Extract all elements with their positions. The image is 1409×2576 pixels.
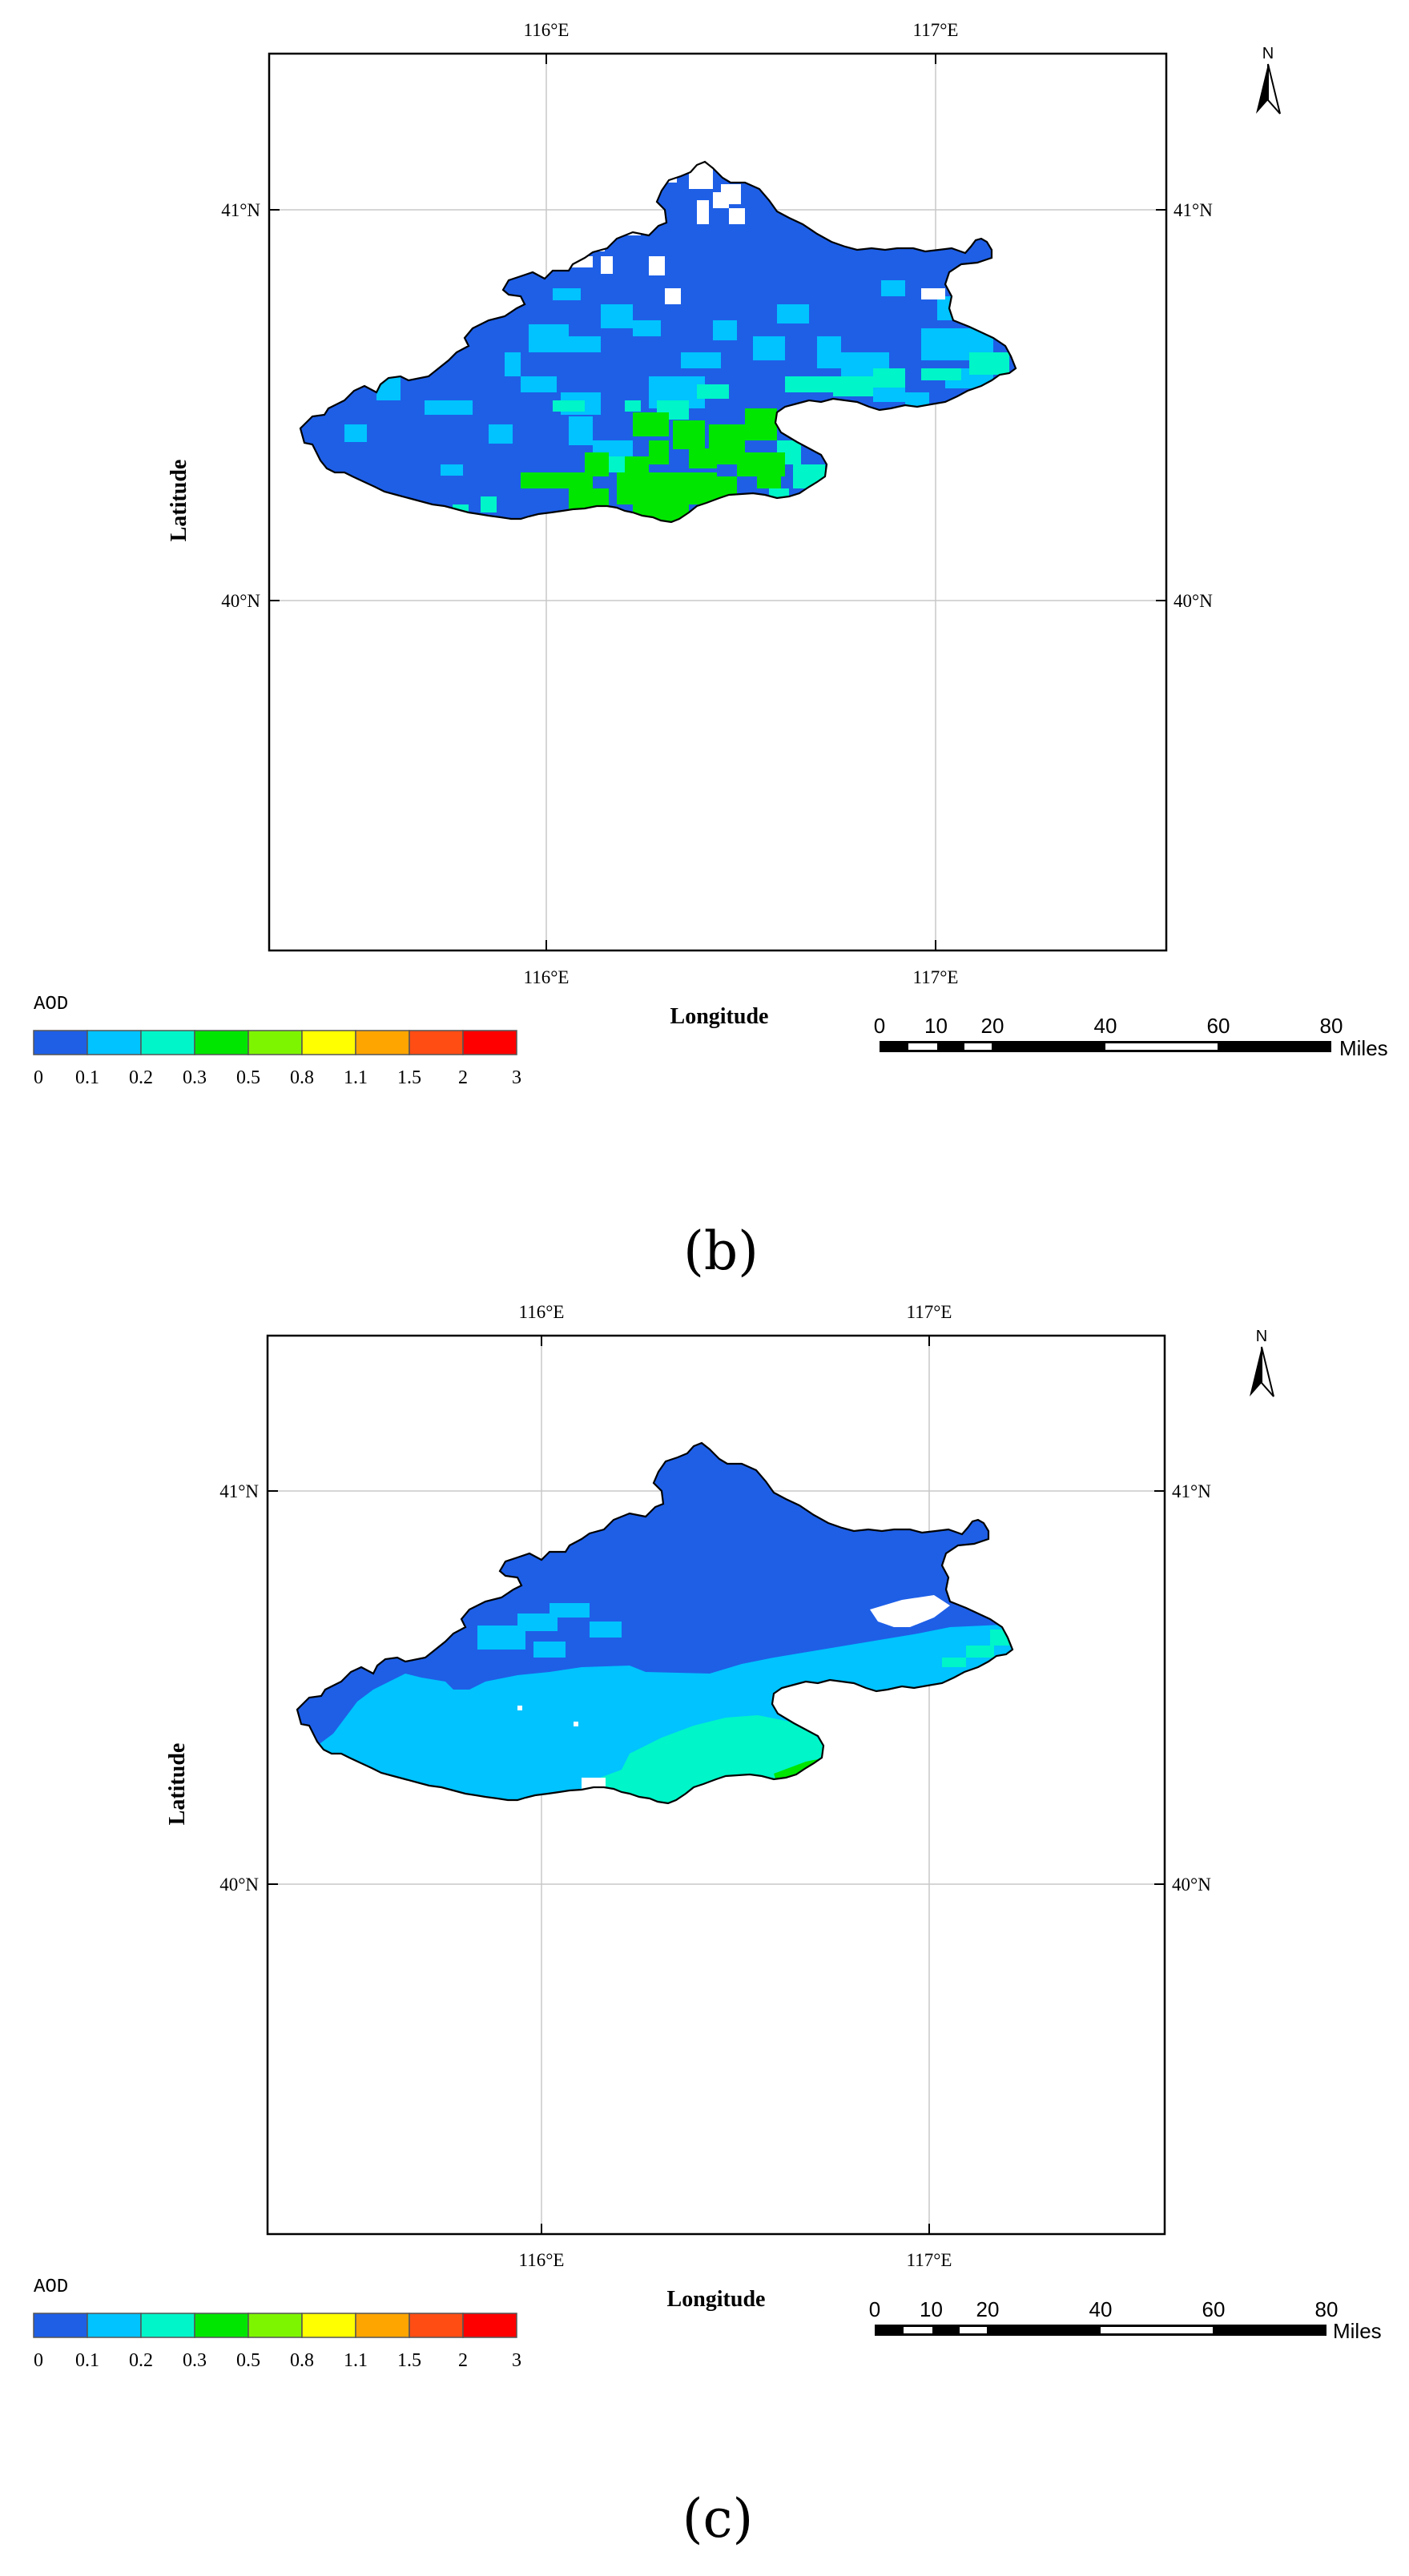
legend-break-label: 0.1: [75, 2350, 99, 2371]
y-tick-left-1: 41°N: [219, 1481, 259, 1501]
north-arrow-b: N: [1256, 45, 1281, 115]
scale-bar-label: 60: [1207, 1014, 1230, 1038]
legend-break-label: 0: [34, 2350, 43, 2371]
scale-bar-label: 40: [1094, 1014, 1117, 1038]
legend-labels-c: 0 0.1 0.2 0.3 0.5 0.8 1.1 1.5 2 3: [34, 2350, 521, 2371]
x-tick-top-2: 117°E: [913, 20, 959, 40]
x-tick-bottom-1: 116°E: [524, 967, 570, 987]
x-tick-top-1: 116°E: [519, 1302, 565, 1322]
legend-swatch: [194, 2313, 249, 2338]
y-tick-right-1: 41°N: [1173, 200, 1213, 220]
legend-break-label: 1.1: [344, 2350, 368, 2371]
legend-swatch: [248, 1030, 303, 1055]
scale-bar-label: 20: [976, 2297, 1000, 2321]
y-tick-right-1: 41°N: [1172, 1481, 1211, 1501]
panel-b: 116°E 117°E 116°E 117°E 41°N 40°N 41°N 4…: [33, 20, 1388, 1282]
scale-unit-c: Miles: [1333, 2319, 1382, 2343]
scale-bar-label: 0: [869, 2297, 880, 2321]
x-tick-bottom-1: 116°E: [519, 2250, 565, 2270]
y-tick-left-2: 40°N: [221, 591, 260, 611]
scale-bar-b: 0 10 20 40 60 80 Miles: [874, 1014, 1388, 1060]
legend-break-label: 0.5: [236, 1067, 260, 1088]
legend-swatch: [462, 2313, 517, 2338]
x-tick-top-1: 116°E: [524, 20, 570, 40]
legend-swatch: [87, 1030, 142, 1055]
legend-break-label: 2: [458, 1067, 468, 1088]
north-label-b: N: [1262, 45, 1274, 62]
scale-bar-label: 80: [1315, 2297, 1339, 2321]
legend-swatch: [194, 1030, 249, 1055]
legend-swatch: [462, 1030, 517, 1055]
scale-bar-label: 80: [1320, 1014, 1343, 1038]
legend-break-label: 3: [512, 1067, 521, 1088]
legend-break-label: 0.8: [290, 1067, 314, 1088]
legend-swatch: [140, 1030, 195, 1055]
legend-break-label: 0: [34, 1067, 43, 1088]
legend-break-label: 0.3: [183, 2350, 207, 2371]
y-axis-title-c: Latitude: [165, 1743, 190, 1826]
legend-swatch: [409, 1030, 464, 1055]
x-tick-top-2: 117°E: [907, 1302, 952, 1322]
y-tick-right-2: 40°N: [1172, 1875, 1211, 1895]
scale-bar-label: 40: [1089, 2297, 1113, 2321]
y-tick-left-2: 40°N: [219, 1875, 259, 1895]
scale-bar-label: 10: [924, 1014, 948, 1038]
legend-break-label: 0.2: [129, 1067, 153, 1088]
panel-c: 116°E 117°E 116°E 117°E 41°N 40°N 41°N 4…: [33, 1302, 1382, 2550]
legend-swatch: [301, 1030, 356, 1055]
scale-bar-label: 0: [874, 1014, 885, 1038]
legend-swatch: [301, 2313, 356, 2338]
panel-label-c: (c): [682, 2488, 753, 2550]
scale-bar-label: 20: [981, 1014, 1004, 1038]
legend-title-b: AOD: [34, 994, 68, 1015]
legend-break-label: 0.5: [236, 2350, 260, 2371]
legend-break-label: 0.8: [290, 2350, 314, 2371]
north-label-c: N: [1256, 1328, 1267, 1345]
north-arrow-c: N: [1250, 1328, 1274, 1397]
legend-title-c: AOD: [34, 2277, 68, 2298]
x-tick-bottom-2: 117°E: [907, 2250, 952, 2270]
legend-swatch: [355, 1030, 410, 1055]
legend-break-label: 1.5: [397, 1067, 421, 1088]
y-tick-left-1: 41°N: [221, 200, 260, 220]
legend-break-label: 1.5: [397, 2350, 421, 2371]
legend-swatches-b: [33, 1030, 517, 1055]
legend-swatch: [248, 2313, 303, 2338]
legend-swatch: [33, 2313, 88, 2338]
y-tick-right-2: 40°N: [1173, 591, 1213, 611]
legend-break-label: 0.2: [129, 2350, 153, 2371]
legend-c: AOD 0 0.1 0.2 0.3 0.5 0.8 1.1 1.5 2 3: [33, 2277, 521, 2371]
legend-swatches-c: [33, 2313, 517, 2338]
panel-label-b: (b): [683, 1220, 759, 1282]
legend-break-label: 0.1: [75, 1067, 99, 1088]
legend-break-label: 1.1: [344, 1067, 368, 1088]
legend-break-label: 2: [458, 2350, 468, 2371]
y-axis-title-b: Latitude: [167, 460, 191, 542]
scale-bar-c: 0 10 20 40 60 80 Miles: [869, 2297, 1382, 2343]
legend-swatch: [87, 2313, 142, 2338]
x-axis-title-b: Longitude: [670, 1004, 769, 1029]
legend-break-label: 0.3: [183, 1067, 207, 1088]
legend-swatch: [140, 2313, 195, 2338]
scale-unit-b: Miles: [1339, 1036, 1388, 1060]
x-axis-title-c: Longitude: [667, 2287, 766, 2312]
legend-labels-b: 0 0.1 0.2 0.3 0.5 0.8 1.1 1.5 2 3: [34, 1067, 521, 1088]
legend-swatch: [33, 1030, 88, 1055]
scale-bar-label: 10: [920, 2297, 943, 2321]
legend-b: AOD 0 0.1 0.2 0.3 0.5 0.8 1.1 1.5 2 3: [33, 994, 521, 1088]
frame-ticks-c: [268, 1336, 1165, 2234]
scale-bar-label: 60: [1202, 2297, 1226, 2321]
frame-ticks-b: [269, 54, 1166, 950]
legend-break-label: 3: [512, 2350, 521, 2371]
legend-swatch: [355, 2313, 410, 2338]
legend-swatch: [409, 2313, 464, 2338]
x-tick-bottom-2: 117°E: [913, 967, 959, 987]
